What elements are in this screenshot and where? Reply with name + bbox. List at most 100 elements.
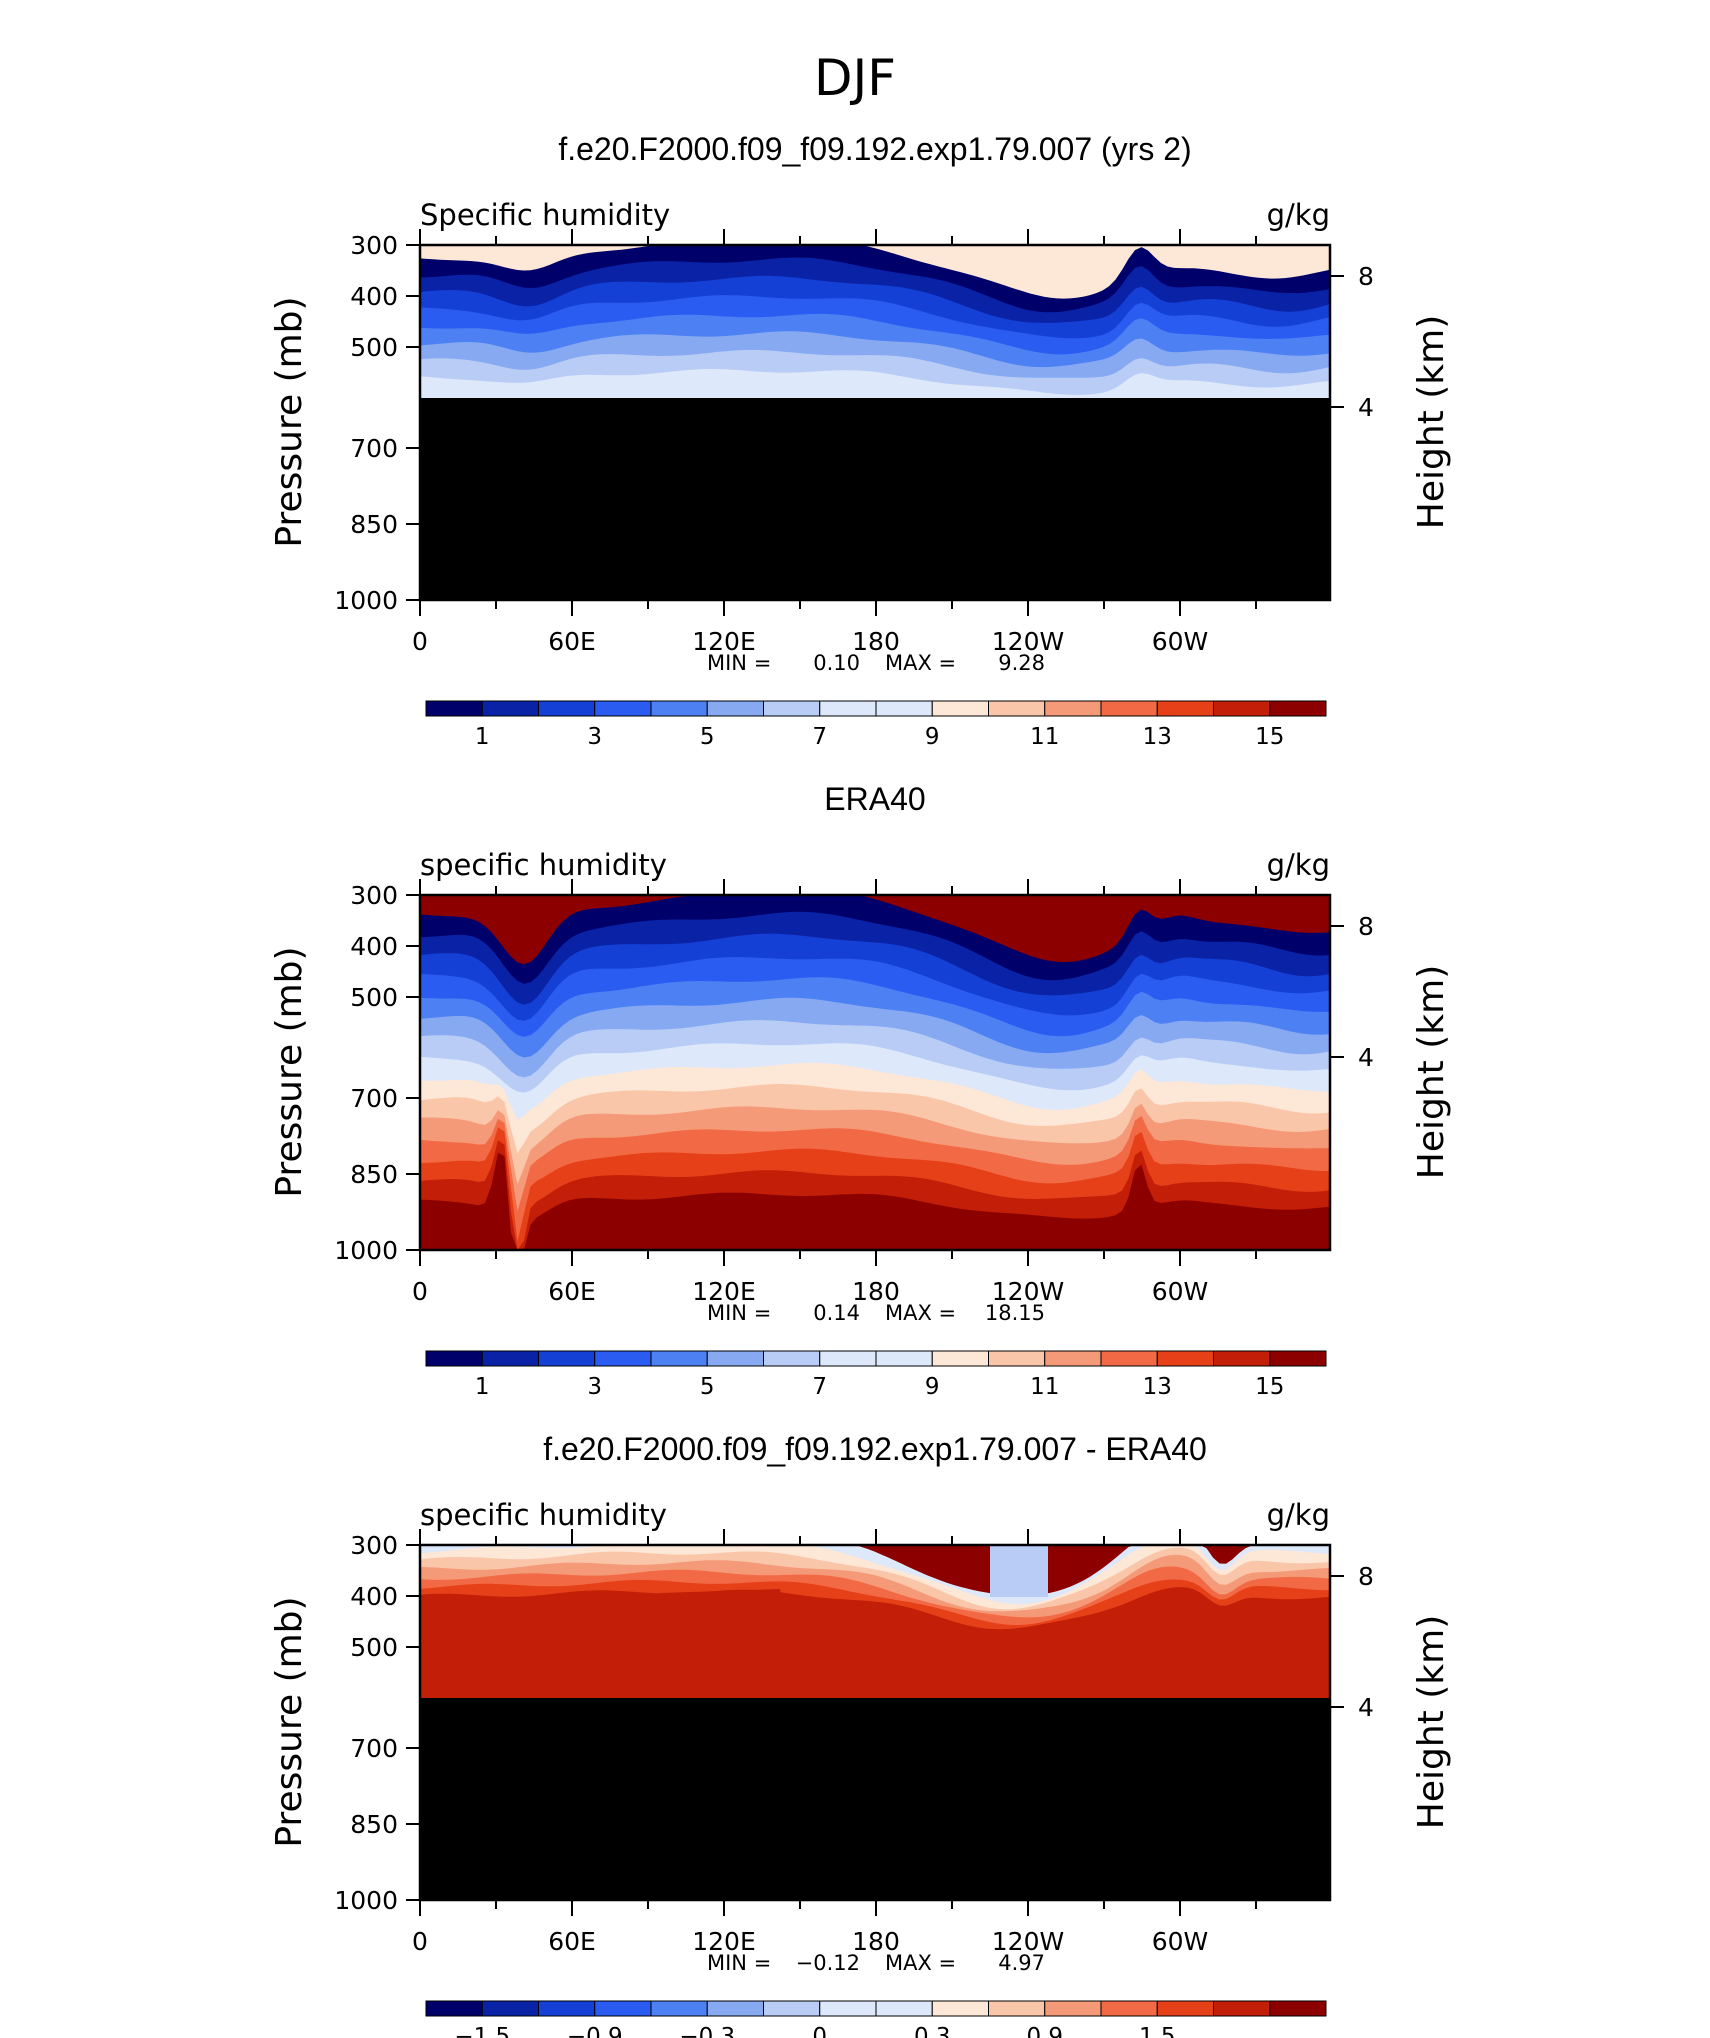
lon-tick-label: 60W [1152, 627, 1209, 656]
colorbar-box [1044, 2000, 1102, 2017]
pressure-tick-label: 400 [350, 932, 398, 961]
colorbar-box [1100, 700, 1158, 717]
colorbar-box [1156, 700, 1214, 717]
height-tick-label: 8 [1358, 912, 1374, 941]
colorbar-label: 11 [1030, 1374, 1059, 1400]
pressure-tick-label: 300 [350, 231, 398, 260]
colorbar-box [425, 2000, 483, 2017]
variable-label: Specific humidity [420, 198, 670, 232]
colorbar-box [481, 700, 539, 717]
colorbar-box [706, 1350, 764, 1367]
colorbar-box [481, 2000, 539, 2017]
colorbar-box [988, 1350, 1046, 1367]
missing-data-mask [420, 398, 1330, 600]
units-label: g/kg [1267, 848, 1330, 882]
contour-band [420, 369, 1330, 398]
lon-tick-label: 120W [992, 1277, 1064, 1306]
min-value: 0.14 [813, 1301, 860, 1325]
figure-title: DJF [814, 49, 896, 107]
colorbar-box [1156, 1350, 1214, 1367]
colorbar-box [594, 700, 652, 717]
lon-tick-label: 0 [412, 627, 428, 656]
colorbar-label: 7 [812, 724, 827, 750]
colorbar-box [425, 700, 483, 717]
colorbar-box [650, 2000, 708, 2017]
pressure-tick-label: 850 [350, 1810, 398, 1839]
colorbar-box [1100, 2000, 1158, 2017]
colorbar-box [931, 1350, 989, 1367]
colorbar-box [594, 1350, 652, 1367]
colorbar-label: 1.5 [1139, 2024, 1176, 2038]
max-value: 4.97 [998, 1951, 1045, 1975]
colorbar-box [1156, 2000, 1214, 2017]
colorbar-box [594, 2000, 652, 2017]
lon-tick-label: 60E [548, 627, 596, 656]
colorbar-box [1100, 1350, 1158, 1367]
colorbar-label: 0.9 [1026, 2024, 1063, 2038]
variable-label: specific humidity [420, 848, 667, 882]
colorbar-box [706, 2000, 764, 2017]
pressure-tick-label: 500 [350, 1633, 398, 1662]
units-label: g/kg [1267, 1498, 1330, 1532]
y2-axis-label: Height (km) [1411, 965, 1452, 1179]
max-label: MAX = [885, 1951, 956, 1975]
colorbar-label: 15 [1255, 1374, 1284, 1400]
lon-tick-label: 0 [412, 1927, 428, 1956]
colorbar-box [875, 1350, 933, 1367]
colorbar-box [875, 2000, 933, 2017]
colorbar-box [1213, 700, 1271, 717]
pressure-tick-label: 500 [350, 983, 398, 1012]
colorbar-box [763, 1350, 821, 1367]
lon-tick-label: 60E [548, 1277, 596, 1306]
max-label: MAX = [885, 1301, 956, 1325]
colorbar-label: 9 [925, 724, 940, 750]
colorbar-label: 1 [475, 724, 490, 750]
lon-tick-label: 60W [1152, 1277, 1209, 1306]
lon-tick-label: 0 [412, 1277, 428, 1306]
colorbar-box [763, 2000, 821, 2017]
missing-data-mask [420, 1698, 1330, 1900]
colorbar-box [931, 700, 989, 717]
lon-tick-label: 120E [692, 1927, 756, 1956]
lon-tick-label: 120E [692, 627, 756, 656]
y-axis-label: Pressure (mb) [269, 296, 310, 547]
colorbar-box [819, 2000, 877, 2017]
pressure-tick-label: 1000 [334, 1886, 398, 1915]
height-tick-label: 4 [1358, 1043, 1374, 1072]
lon-tick-label: 180 [852, 1277, 900, 1306]
colorbar-box [819, 700, 877, 717]
colorbar-box [1269, 1350, 1327, 1367]
panel-title: f.e20.F2000.f09_f09.192.exp1.79.007 (yrs… [558, 131, 1191, 167]
colorbar-label: −0.9 [567, 2024, 623, 2038]
max-value: 9.28 [998, 651, 1045, 675]
colorbar-box [1044, 700, 1102, 717]
pressure-tick-label: 300 [350, 881, 398, 910]
y2-axis-label: Height (km) [1411, 315, 1452, 529]
colorbar-label: 7 [812, 1374, 827, 1400]
colorbar-label: 9 [925, 1374, 940, 1400]
colorbar-label: 15 [1255, 724, 1284, 750]
colorbar-box [650, 700, 708, 717]
panel-3: f.e20.F2000.f09_f09.192.exp1.79.007 - ER… [269, 1431, 1452, 2038]
lon-tick-label: 120W [992, 1927, 1064, 1956]
colorbar-box [1213, 2000, 1271, 2017]
height-tick-label: 8 [1358, 1562, 1374, 1591]
y2-axis-label: Height (km) [1411, 1615, 1452, 1829]
colorbar-box [875, 700, 933, 717]
colorbar-label: 0.3 [914, 2024, 951, 2038]
colorbar-box [425, 1350, 483, 1367]
lon-tick-label: 120W [992, 627, 1064, 656]
contour-band [660, 1589, 790, 1683]
colorbar-box [1044, 1350, 1102, 1367]
y-axis-label: Pressure (mb) [269, 1596, 310, 1847]
min-label: MIN = [707, 651, 771, 675]
colorbar-label: 11 [1030, 724, 1059, 750]
panel-1: f.e20.F2000.f09_f09.192.exp1.79.007 (yrs… [269, 131, 1452, 750]
height-tick-label: 4 [1358, 393, 1374, 422]
colorbar-box [819, 1350, 877, 1367]
colorbar-box [538, 1350, 596, 1367]
y-axis-label: Pressure (mb) [269, 946, 310, 1197]
min-value: 0.10 [813, 651, 860, 675]
colorbar-box [650, 1350, 708, 1367]
